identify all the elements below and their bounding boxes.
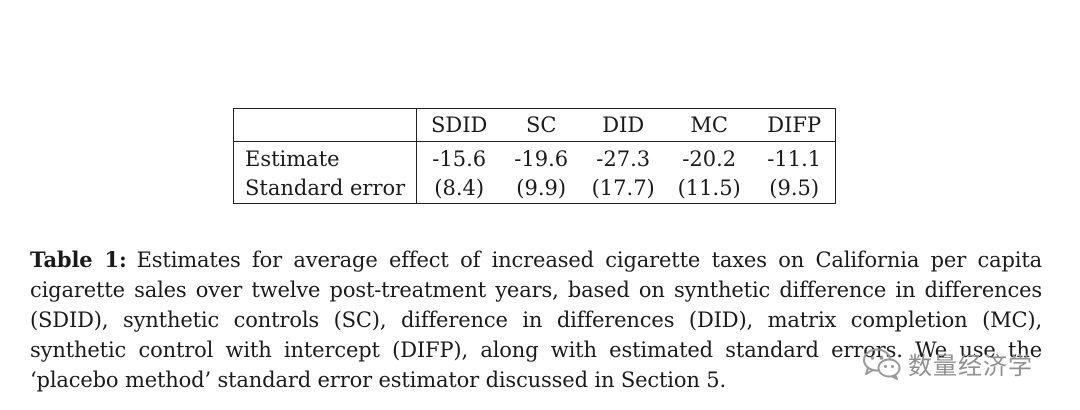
- table-caption: Table 1: Estimates for average effect of …: [30, 245, 1042, 395]
- cell-se-sdid: (8.4): [434, 176, 485, 200]
- watermark: 数量经济学: [862, 346, 1033, 381]
- cell-estimate-difp: -11.1: [767, 147, 822, 171]
- row-label-standard-error: Standard error: [233, 174, 418, 204]
- row-label-estimate: Estimate: [233, 141, 418, 174]
- table-row: Estimate -15.6 -19.6 -27.3 -20.2 -11.1: [233, 141, 836, 174]
- header-difp: DIFP: [753, 108, 836, 142]
- results-table: SDID SC DID MC DIFP Estimate -15.6 -19.6…: [233, 108, 837, 204]
- caption-text: Estimates for average effect of increase…: [30, 248, 1042, 392]
- cell-se-mc: (11.5): [677, 176, 741, 200]
- header-sc: SC: [501, 108, 582, 142]
- watermark-text: 数量经济学: [908, 352, 1033, 380]
- cell-estimate-sdid: -15.6: [432, 147, 487, 171]
- header-mc: MC: [665, 108, 754, 142]
- cell-estimate-sc: -19.6: [514, 147, 569, 171]
- header-did: DID: [581, 108, 666, 142]
- table-header-row: SDID SC DID MC DIFP: [233, 108, 836, 142]
- table-row: Standard error (8.4) (9.9) (17.7) (11.5)…: [233, 174, 836, 204]
- wechat-icon: [863, 348, 901, 380]
- cell-estimate-mc: -20.2: [682, 147, 737, 171]
- header-stub: [233, 108, 418, 142]
- cell-se-difp: (9.5): [769, 176, 820, 200]
- caption-label: Table 1:: [30, 247, 127, 272]
- header-sdid: SDID: [416, 108, 502, 142]
- cell-estimate-did: -27.3: [596, 147, 651, 171]
- cell-se-did: (17.7): [591, 176, 655, 200]
- cell-se-sc: (9.9): [516, 176, 567, 200]
